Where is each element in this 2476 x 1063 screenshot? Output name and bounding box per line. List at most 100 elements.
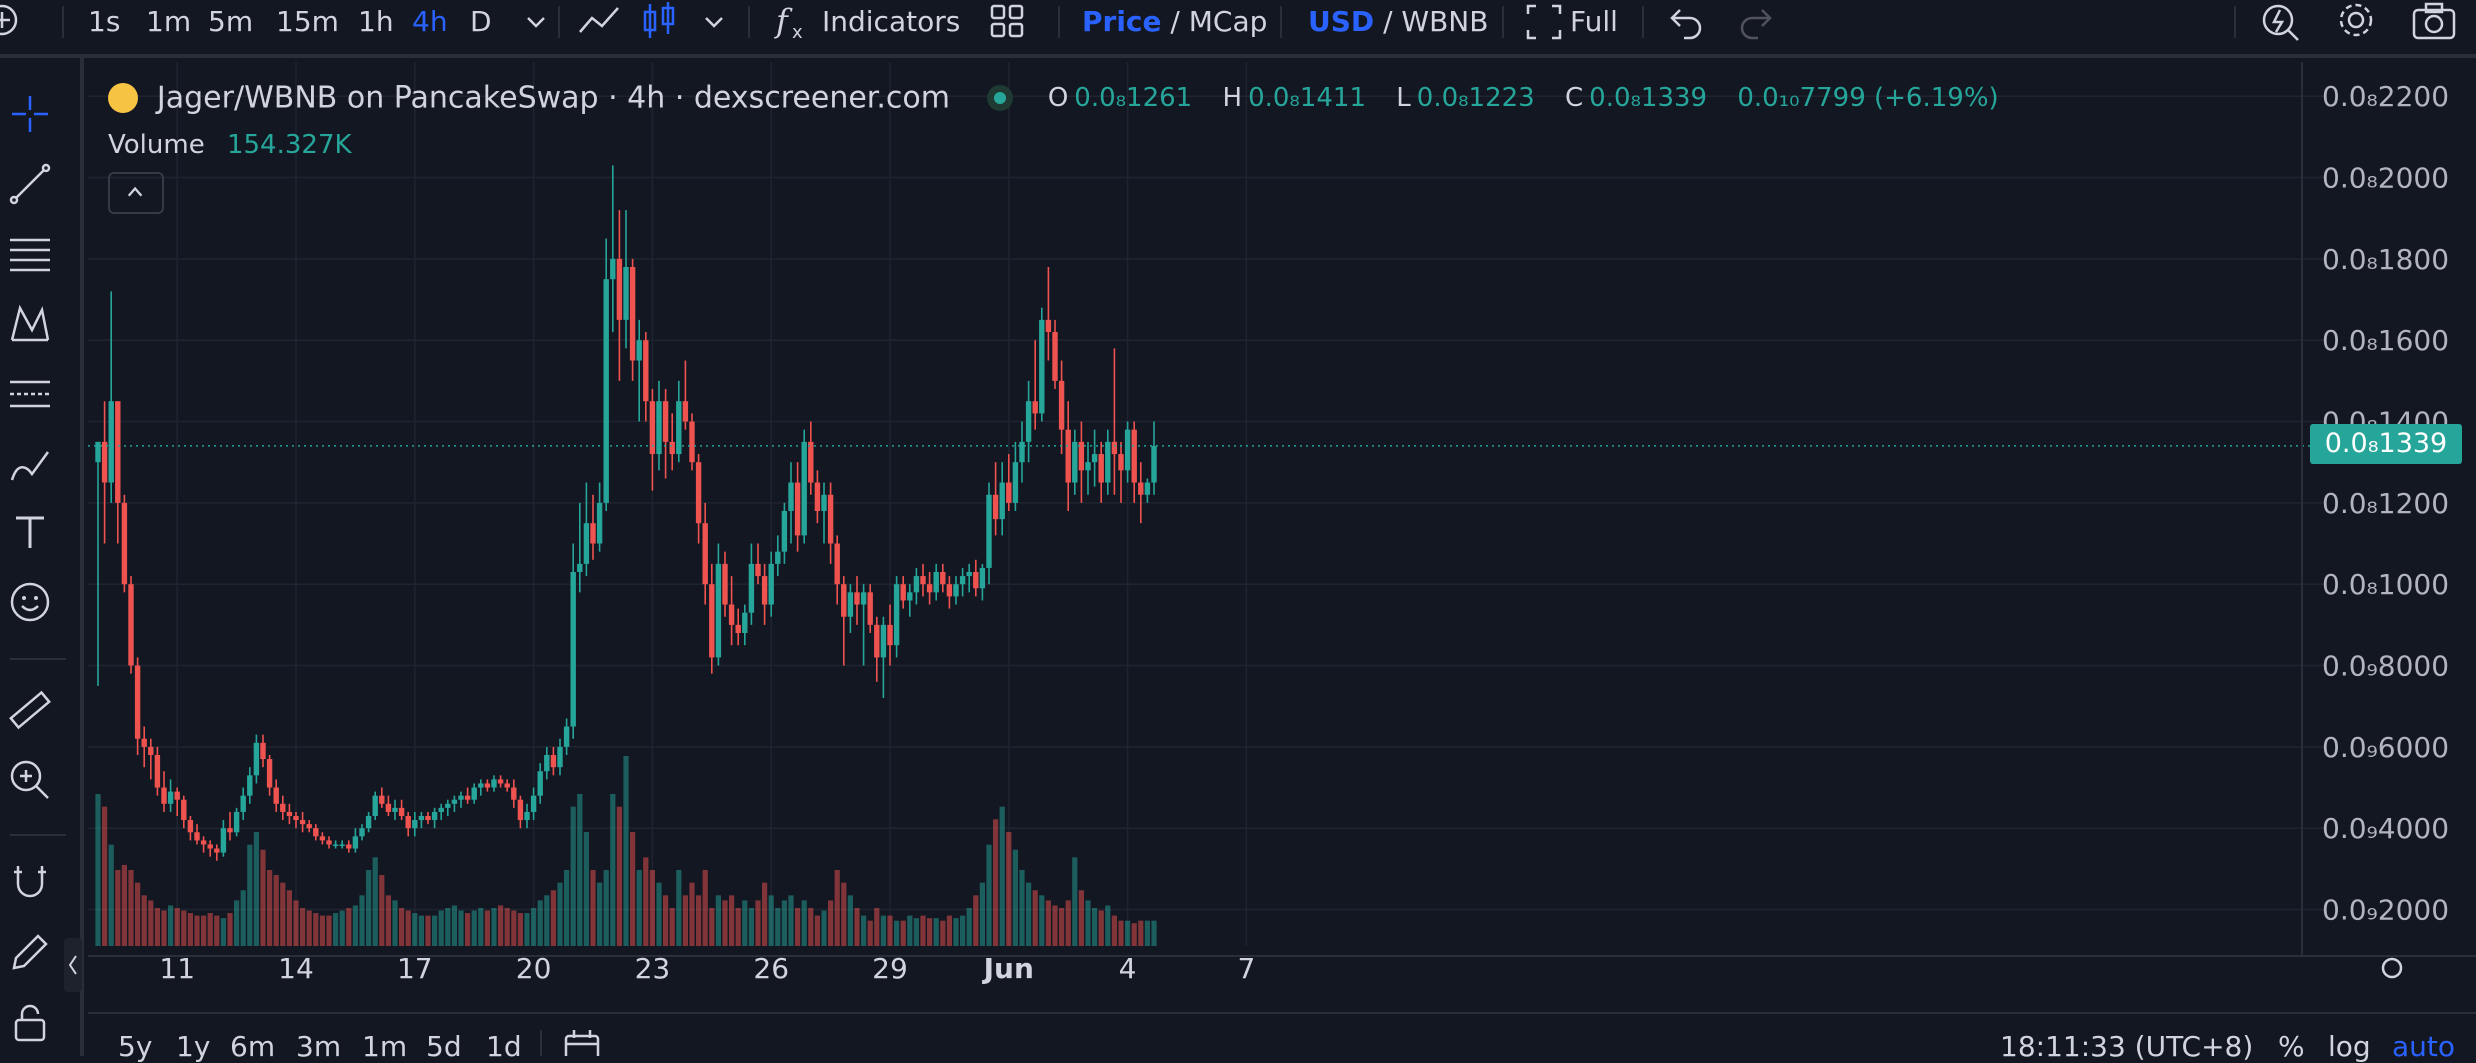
quick-search-icon[interactable] bbox=[2256, 0, 2304, 46]
candle-body bbox=[365, 816, 372, 829]
volume-label[interactable]: Volume bbox=[108, 130, 205, 160]
emoji-icon[interactable] bbox=[6, 578, 54, 626]
range-1y[interactable]: 1y bbox=[176, 1030, 211, 1063]
currency-toggle[interactable]: USD / WBNB bbox=[1308, 0, 1488, 44]
price-option[interactable]: Price bbox=[1082, 5, 1162, 38]
clock[interactable]: 18:11:33 (UTC+8) bbox=[2000, 1030, 2254, 1063]
candle-body bbox=[511, 787, 517, 800]
gear-icon[interactable] bbox=[2332, 0, 2380, 46]
interval-1s[interactable]: 1s bbox=[88, 5, 121, 38]
symbol-title[interactable]: Jager/WBNB on PancakeSwap · 4h · dexscre… bbox=[156, 80, 950, 116]
add-icon[interactable] bbox=[0, 0, 26, 42]
layout-grid-icon[interactable] bbox=[984, 0, 1032, 46]
candle-body bbox=[121, 502, 128, 585]
volume-bar bbox=[993, 819, 999, 946]
volume-bar bbox=[973, 895, 979, 946]
price-mcap-toggle[interactable]: Price / MCap bbox=[1082, 0, 1267, 44]
range-5d[interactable]: 5d bbox=[426, 1030, 462, 1063]
full-button[interactable]: Full bbox=[1570, 5, 1618, 38]
volume-bar bbox=[861, 915, 867, 946]
interval-d[interactable]: D bbox=[470, 5, 492, 38]
lock-icon[interactable] bbox=[6, 998, 54, 1046]
volume-bar bbox=[379, 875, 385, 946]
range-6m[interactable]: 6m bbox=[230, 1030, 276, 1063]
drawing-toolbar bbox=[0, 58, 84, 1056]
interval-1m[interactable]: 1m bbox=[146, 5, 192, 38]
wbnb-option[interactable]: WBNB bbox=[1401, 5, 1489, 38]
volume-bar bbox=[108, 844, 114, 946]
zoom-in-icon[interactable] bbox=[6, 756, 54, 804]
redo-icon[interactable] bbox=[1734, 0, 1782, 46]
candles-icon[interactable] bbox=[636, 0, 684, 46]
magnet-icon[interactable] bbox=[6, 858, 54, 906]
candle-body bbox=[464, 795, 471, 800]
line-chart-icon[interactable] bbox=[576, 0, 624, 46]
auto-toggle[interactable]: auto bbox=[2392, 1030, 2456, 1063]
volume-bar bbox=[682, 895, 688, 946]
crosshair-icon[interactable] bbox=[6, 90, 54, 138]
candle-body bbox=[643, 340, 649, 402]
separator bbox=[540, 1030, 542, 1056]
volume-bar bbox=[405, 910, 411, 946]
candle-body bbox=[266, 759, 273, 788]
range-1d[interactable]: 1d bbox=[486, 1030, 522, 1063]
trend-line-icon[interactable] bbox=[6, 160, 54, 208]
volume-bar bbox=[214, 915, 220, 946]
chevron-down-icon[interactable] bbox=[690, 0, 738, 46]
undo-icon[interactable] bbox=[1660, 0, 1708, 46]
candle-body bbox=[286, 811, 293, 816]
candle-body bbox=[517, 799, 524, 821]
axis-settings-icon[interactable] bbox=[2381, 957, 2403, 979]
chart-pane[interactable]: 0.0₈2200 0.0₈2000 0.0₈1800 0.0₈1600 0.0₈1400… bbox=[88, 62, 2476, 1056]
range-3m[interactable]: 3m bbox=[296, 1030, 342, 1063]
candle-body bbox=[1019, 441, 1025, 463]
volume-bar bbox=[128, 870, 134, 946]
volume-bar bbox=[900, 920, 906, 946]
candle-body bbox=[940, 572, 946, 585]
forecast-icon[interactable] bbox=[6, 370, 54, 418]
interval-4h[interactable]: 4h bbox=[412, 5, 448, 38]
collapse-toolbar-handle[interactable] bbox=[64, 938, 82, 992]
pattern-icon[interactable] bbox=[6, 300, 54, 348]
pencil-lock-icon[interactable] bbox=[6, 928, 54, 976]
volume-bar bbox=[564, 870, 570, 946]
interval-5m[interactable]: 5m bbox=[208, 5, 254, 38]
volume-bar bbox=[260, 849, 266, 946]
text-icon[interactable] bbox=[6, 508, 54, 556]
log-toggle[interactable]: log bbox=[2328, 1030, 2371, 1063]
fullscreen-icon[interactable] bbox=[1520, 0, 1568, 46]
candle-body bbox=[101, 441, 108, 483]
percent-toggle[interactable]: % bbox=[2278, 1030, 2305, 1063]
chevron-down-icon[interactable] bbox=[512, 0, 560, 46]
volume-bar bbox=[616, 806, 622, 946]
volume-bar bbox=[847, 895, 853, 946]
brush-icon[interactable] bbox=[6, 440, 54, 488]
mcap-option[interactable]: MCap bbox=[1188, 5, 1268, 38]
candle-body bbox=[1058, 380, 1065, 430]
volume-bar bbox=[537, 900, 543, 946]
indicators-button[interactable]: Indicators bbox=[822, 5, 961, 38]
candle-body bbox=[583, 523, 590, 564]
calendar-icon[interactable] bbox=[562, 1028, 602, 1062]
interval-1h[interactable]: 1h bbox=[358, 5, 394, 38]
candle-body bbox=[332, 844, 339, 846]
candle-body bbox=[557, 746, 563, 768]
volume-bar bbox=[979, 882, 985, 946]
open-value: 0.0₈1261 bbox=[1074, 83, 1193, 113]
volume-bar bbox=[742, 900, 748, 946]
candle-body bbox=[662, 401, 669, 442]
range-5y[interactable]: 5y bbox=[118, 1030, 153, 1063]
collapse-legend-button[interactable] bbox=[108, 172, 164, 214]
candlestick-chart[interactable]: 0.0₈22000.0₈20000.0₈18000.0₈16000.0₈1400… bbox=[88, 62, 2476, 1056]
volume-bar bbox=[821, 910, 827, 946]
usd-option[interactable]: USD bbox=[1308, 5, 1375, 38]
volume-bar bbox=[550, 890, 556, 946]
volume-bar bbox=[854, 908, 860, 946]
volume-bar bbox=[1072, 857, 1078, 946]
ruler-icon[interactable] bbox=[6, 686, 54, 734]
fib-retracement-icon[interactable] bbox=[6, 230, 54, 278]
camera-icon[interactable] bbox=[2410, 0, 2458, 46]
interval-15m[interactable]: 15m bbox=[276, 5, 339, 38]
range-1m[interactable]: 1m bbox=[362, 1030, 408, 1063]
